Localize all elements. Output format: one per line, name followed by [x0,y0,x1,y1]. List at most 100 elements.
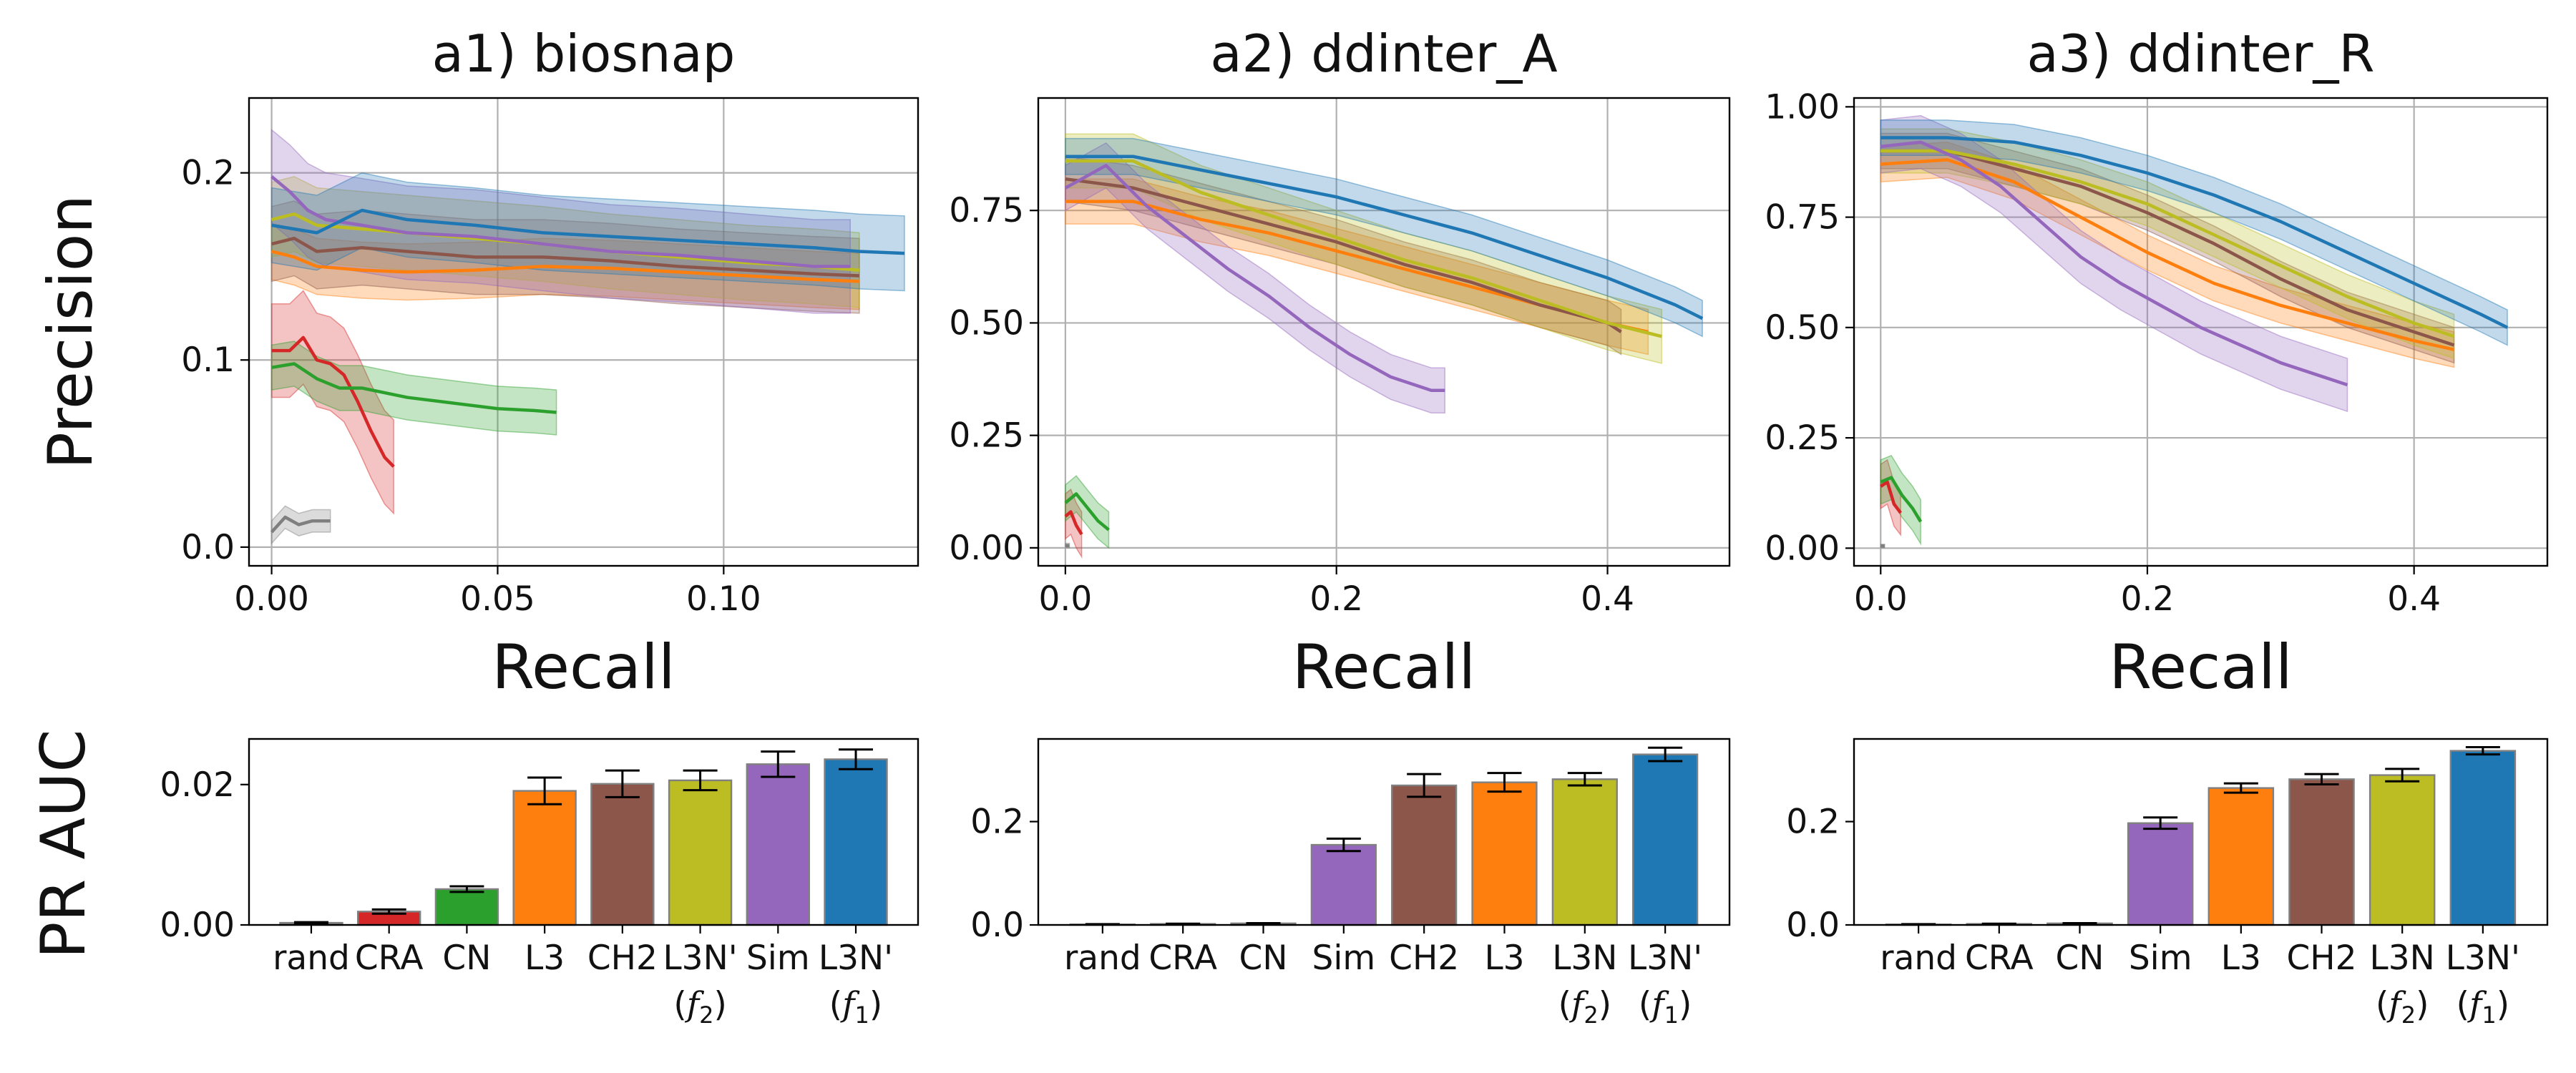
series-line-CH2 [271,236,859,278]
plot-area [1880,114,2509,549]
series-line-L3N_f2 [1065,159,1662,338]
sub-index: 2 [1584,1001,1598,1029]
plot-area [1064,133,1704,559]
category-label: L3 [525,939,565,978]
y-tick-label: 0.75 [1765,198,1840,237]
series-line-CN [1064,492,1110,531]
category-label: CN [442,939,491,978]
precision-recall-panel-1: 0.00 0.05 0.10 0.0 0.1 0.2 a1) biosnap Recall Pr… [35,24,919,703]
sub-open: ( [673,985,686,1024]
series-line-CN [271,362,557,414]
bar-L3N_f1 [824,758,888,926]
category-sublabel: (f2) [673,985,726,1029]
sub-close: ) [869,985,882,1024]
x-tick-label: 0.2 [2121,579,2175,619]
sub-open: ( [2457,985,2469,1024]
category-label: CRA [1965,939,2034,978]
y-tick-label: 1.00 [1765,87,1840,127]
series-line-L3N_f2 [1880,149,2455,338]
chart-title: a3) ddinter_R [2026,24,2374,84]
axes-frame [1853,738,2549,926]
chart-title: a2) ddinter_A [1210,24,1557,84]
category-sublabel: (f2) [2376,985,2429,1029]
y-tick-label: 0.1 [181,340,235,380]
series-line-CN [1880,476,1923,523]
y-tick-label: 0.00 [949,529,1024,568]
category-sublabel: (f1) [2457,985,2509,1029]
bar-L3N_f1 [1632,753,1699,926]
bar-Sim [2127,822,2194,926]
x-axis-label: Recall [492,632,675,703]
bar-CN [434,888,499,926]
y-tick-label: 0.2 [970,803,1024,842]
y-tick-label: 0.25 [949,416,1024,456]
axes-frame [248,738,919,926]
x-axis-label: Recall [2109,632,2293,703]
category-label: rand [1064,939,1141,978]
sub-close: ) [2497,985,2509,1024]
bar-L3 [2207,787,2275,926]
y-tick-label: 0.0 [970,906,1024,945]
band-CN [270,340,557,436]
x-tick-label: 0.0 [1854,579,1908,619]
x-tick-label: 0.00 [234,579,309,619]
bar-L3 [1471,781,1538,926]
category-label: rand [273,939,350,978]
y-tick-label: 0.2 [181,154,235,193]
series-line-CRA [1880,480,1903,514]
category-label: L3N' [663,939,737,978]
series-line-L3N_f1 [1065,155,1704,320]
series-line-Sim [1880,140,2348,387]
band-L3 [1880,141,2455,368]
series-line-L3N_f1 [1880,136,2509,329]
axes-frame [248,97,919,567]
band-L3N_f1 [1065,137,1703,338]
category-sublabel: (f1) [829,985,882,1029]
x-tick-label: 0.05 [460,579,535,619]
axes-frame [1037,738,1731,926]
series-line-Sim [1064,164,1445,392]
series-line-CRA [1064,510,1083,536]
band-Sim [1065,142,1445,413]
category-label: CH2 [2286,939,2356,978]
bar-Sim [746,763,810,926]
category-label: L3 [2221,939,2261,978]
series-line-L3N_f1 [271,208,905,255]
bar-CH2 [590,783,655,926]
pr-auc-panel-1: rand CRA CN L3 CH2 L3N'(f2)Sim L3N'(f1)0.000.0… [28,730,919,1029]
x-tick-label: 0.4 [2387,579,2441,619]
sub-index: 2 [2401,1001,2416,1029]
sub-index: 1 [855,1001,869,1029]
series-line-CRA [271,335,395,468]
sub-close: ) [713,985,726,1024]
band-CRA [270,290,394,515]
sub-index: 1 [1664,1001,1679,1029]
category-label: CRA [355,939,424,978]
series-line-rand [270,515,331,534]
sub-index: 1 [2482,1001,2496,1029]
category-label: Sim [1312,939,1375,978]
category-label: CN [2055,939,2104,978]
precision-recall-panel-2: 0.0 0.2 0.4 0.00 0.25 0.50 0.75 a2) ddinter_A Re… [949,24,1731,703]
y-axis-label: PR AUC [28,730,99,959]
sub-open: ( [2376,985,2389,1024]
y-tick-label: 0.0 [181,528,235,567]
series-line-CH2 [1065,177,1622,333]
band-Sim [1880,114,2348,413]
y-tick-label: 0.50 [1765,308,1840,348]
x-tick-label: 0.2 [1309,579,1363,619]
x-tick-label: 0.10 [686,579,761,619]
sub-close: ) [1599,985,1611,1024]
y-tick-label: 0.0 [1786,906,1840,945]
x-tick-label: 0.4 [1581,579,1634,619]
category-label: Sim [746,939,810,978]
plot-area [270,128,905,545]
sub-close: ) [2416,985,2429,1024]
category-label: CH2 [1389,939,1459,978]
pr-auc-panel-2: rand CRA CN Sim CH2 L3 L3N (f2) L3N' (f1) 0.0 0.2 [970,738,1731,1029]
band-L3N_f1 [1880,119,2508,346]
bar-CH2 [2288,778,2355,926]
sub-close: ) [1679,985,1692,1024]
bar-CH2 [1391,784,1458,926]
